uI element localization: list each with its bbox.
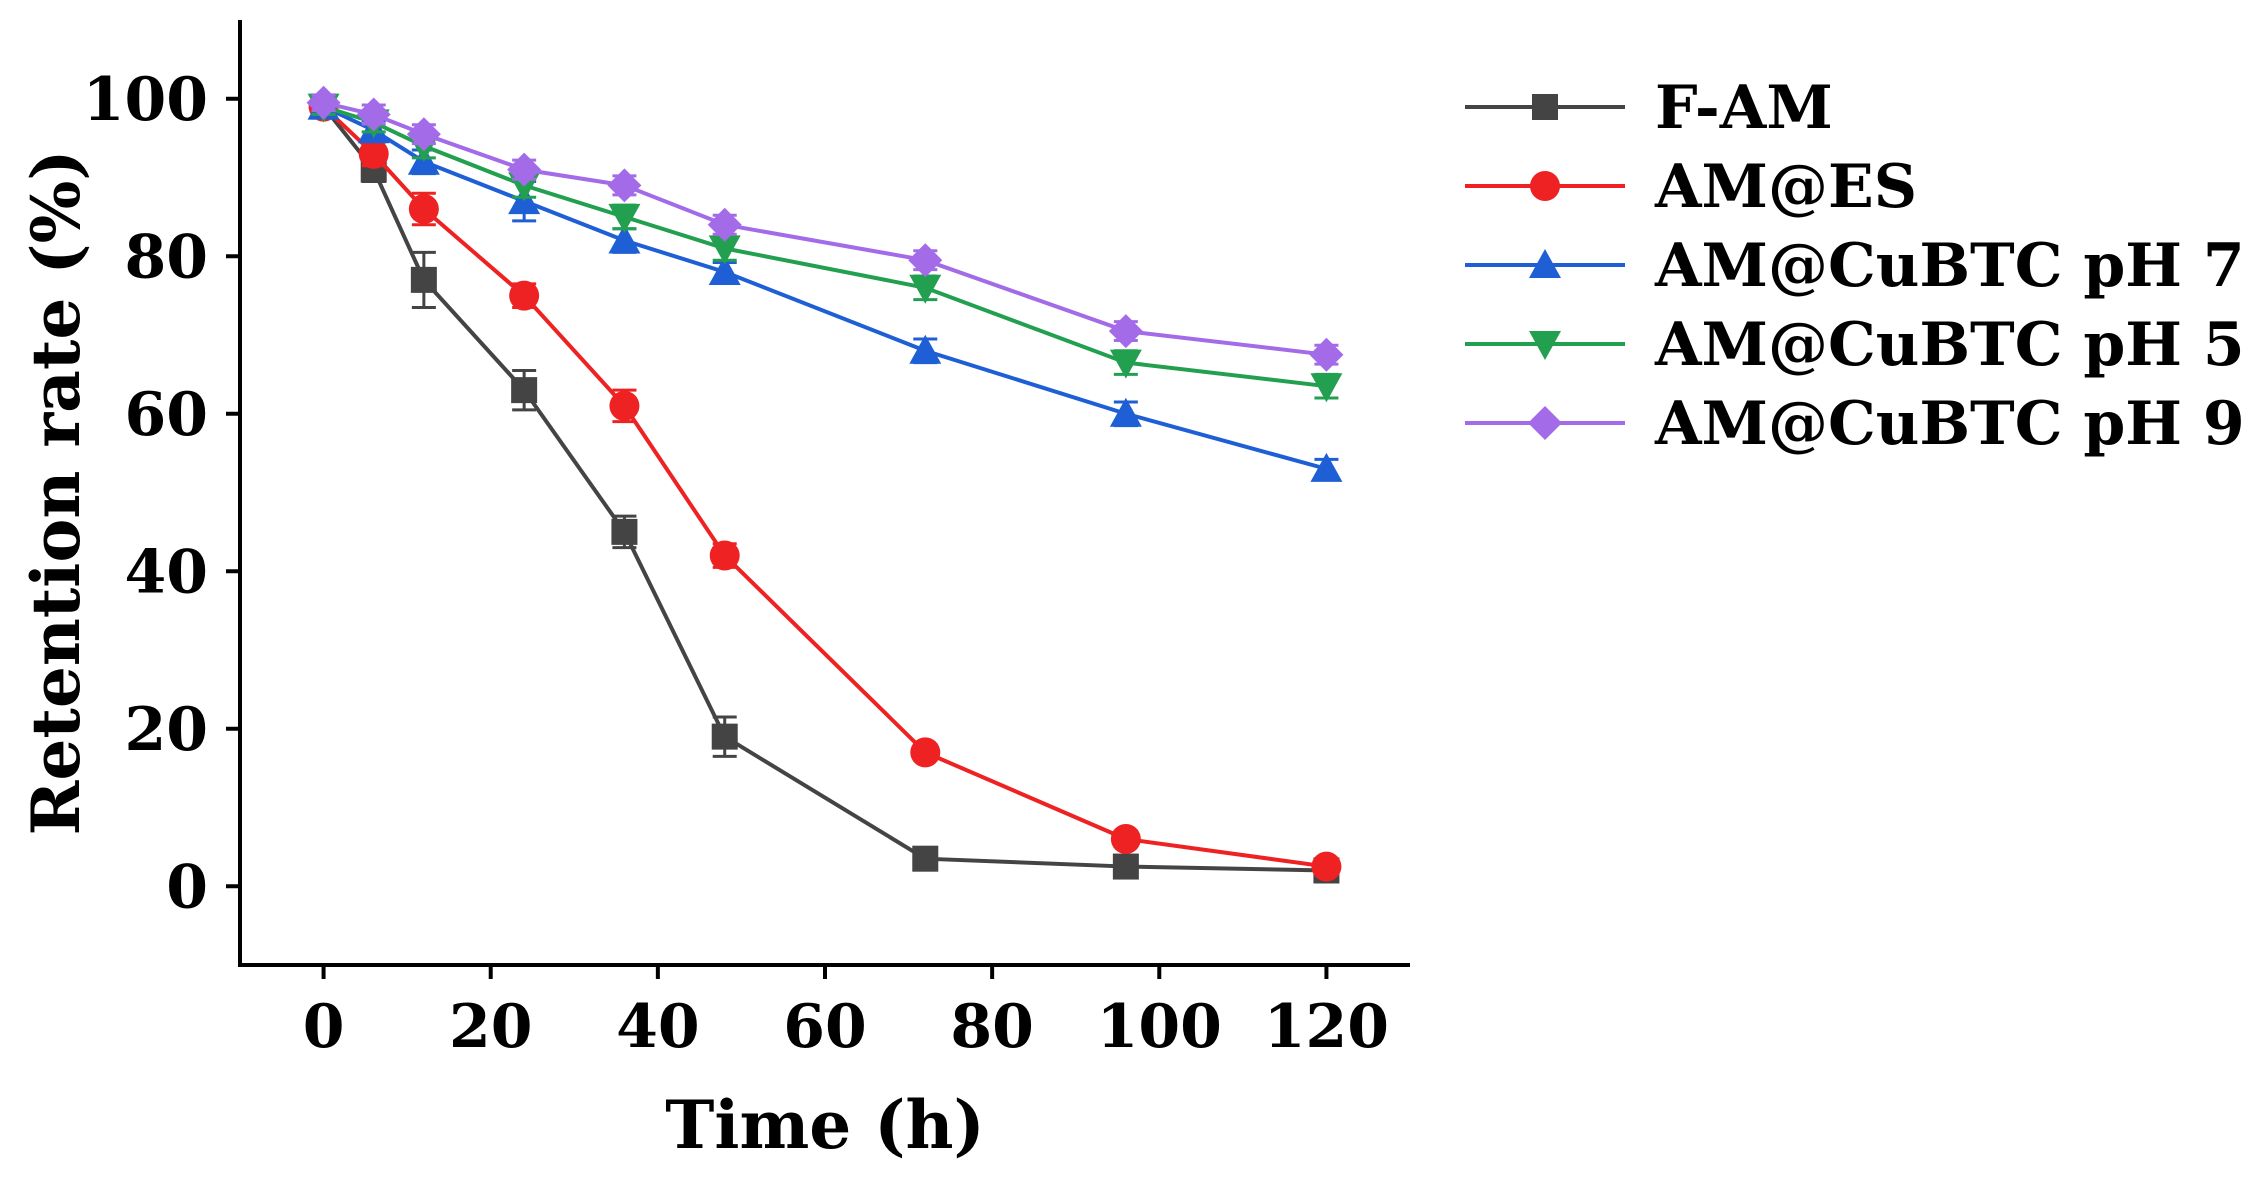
data-point xyxy=(1109,397,1142,427)
data-point xyxy=(356,97,391,132)
data-point xyxy=(408,194,439,224)
data-point xyxy=(711,723,738,750)
legend-label: F-AM xyxy=(1655,73,1833,143)
data-point xyxy=(611,518,638,545)
data-point xyxy=(1310,452,1343,482)
series-2 xyxy=(307,90,1343,482)
data-point xyxy=(912,845,939,872)
data-point xyxy=(1112,853,1139,880)
x-tick-label: 40 xyxy=(616,992,700,1062)
data-point xyxy=(1310,373,1343,403)
series-line xyxy=(322,105,1327,869)
x-tick-label: 120 xyxy=(1264,992,1389,1062)
legend-label: AM@CuBTC pH 9 xyxy=(1654,389,2245,459)
data-point xyxy=(511,377,538,404)
data-point xyxy=(909,274,942,304)
legend-marker xyxy=(1529,249,1561,278)
legend-marker xyxy=(1528,406,1562,440)
ticks: 0 20 40 60 80 100 120 0 20 40 60 80 100 xyxy=(83,65,1389,1062)
x-tick-label: 0 xyxy=(303,992,345,1062)
x-tick-label: 100 xyxy=(1097,992,1222,1062)
legend-item-4: AM@CuBTC pH 9 xyxy=(1465,389,2245,459)
data-point xyxy=(306,85,341,120)
data-point xyxy=(406,117,441,152)
data-point xyxy=(410,266,437,293)
x-axis-title: Time (h) xyxy=(665,1086,984,1164)
series-line xyxy=(322,104,1327,389)
data-point xyxy=(910,737,941,768)
x-tick-label: 80 xyxy=(950,992,1034,1062)
series-3 xyxy=(307,93,1343,403)
y-tick-label: 20 xyxy=(125,695,209,765)
data-point xyxy=(1110,824,1141,854)
data-point xyxy=(908,243,943,278)
y-tick-label: 40 xyxy=(125,537,209,607)
data-point xyxy=(708,235,741,265)
series-line xyxy=(322,105,1327,873)
data-point xyxy=(1108,314,1143,349)
legend-item-1: AM@ES xyxy=(1465,152,1917,222)
data-point xyxy=(607,168,642,203)
y-axis-title: Retention rate (%) xyxy=(17,149,95,835)
y-tick-label: 100 xyxy=(83,65,208,135)
data-point xyxy=(1109,349,1142,379)
data-point xyxy=(608,203,641,233)
data-point xyxy=(507,152,542,187)
data-point xyxy=(707,207,742,242)
data-point xyxy=(608,224,641,254)
data-point xyxy=(909,334,942,364)
series xyxy=(306,85,1344,884)
y-tick-label: 80 xyxy=(125,222,209,292)
legend-label: AM@CuBTC pH 5 xyxy=(1654,310,2245,380)
legend-label: AM@CuBTC pH 7 xyxy=(1654,231,2245,301)
legend: F-AM AM@ES AM@CuBTC pH 7 AM@CuBTC pH 5 AM@Cu… xyxy=(1465,73,2245,459)
series-1 xyxy=(308,91,1342,882)
series-line xyxy=(323,100,1327,357)
legend-marker xyxy=(1532,94,1558,120)
y-tick-label: 0 xyxy=(166,852,208,922)
x-tick-label: 60 xyxy=(783,992,867,1062)
data-point xyxy=(708,256,741,285)
series-0 xyxy=(310,93,1340,884)
data-point xyxy=(509,280,540,311)
legend-marker xyxy=(1529,331,1561,360)
x-tick-label: 20 xyxy=(449,992,533,1062)
y-tick-label: 60 xyxy=(125,380,209,450)
legend-label: AM@ES xyxy=(1654,152,1917,222)
legend-item-0: F-AM xyxy=(1465,73,1833,143)
series-4 xyxy=(306,85,1344,372)
data-point xyxy=(358,138,389,169)
legend-marker xyxy=(1530,171,1560,201)
axes xyxy=(238,20,1410,967)
data-point xyxy=(609,390,640,421)
data-point xyxy=(1309,337,1344,372)
series-line xyxy=(322,104,1327,471)
legend-item-2: AM@CuBTC pH 7 xyxy=(1465,231,2245,301)
data-point xyxy=(709,540,740,571)
legend-item-3: AM@CuBTC pH 5 xyxy=(1465,310,2245,380)
data-point xyxy=(1311,851,1342,882)
